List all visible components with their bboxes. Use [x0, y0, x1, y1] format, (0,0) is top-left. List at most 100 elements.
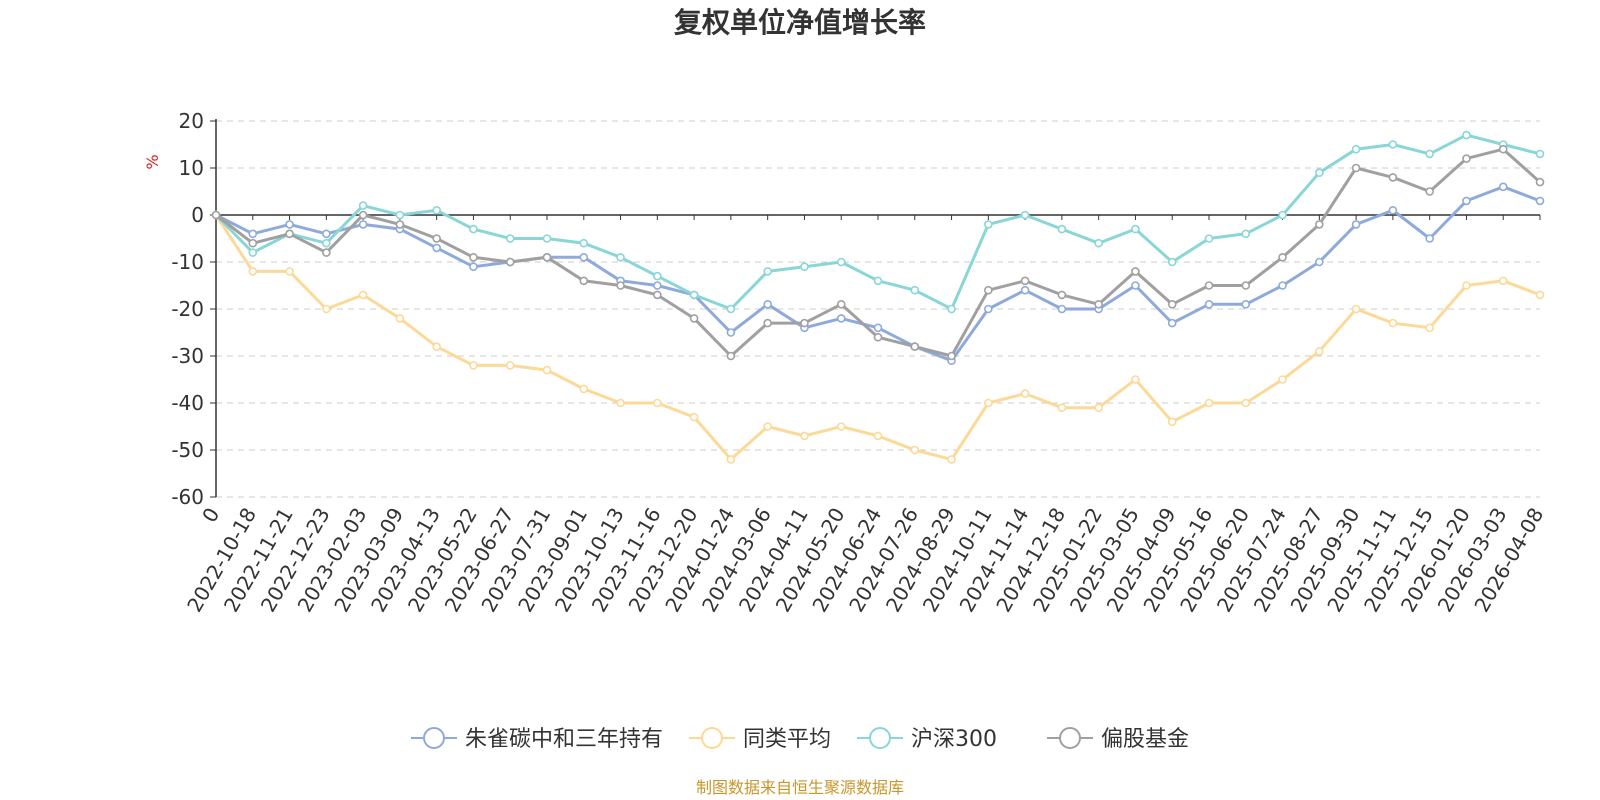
data-point[interactable]: [984, 220, 993, 229]
data-point[interactable]: [395, 220, 405, 229]
data-point[interactable]: [1020, 210, 1030, 220]
data-point[interactable]: [653, 271, 662, 281]
data-point[interactable]: [1131, 281, 1140, 290]
data-point[interactable]: [873, 431, 883, 441]
data-point[interactable]: [395, 210, 405, 220]
data-point[interactable]: [248, 229, 258, 239]
data-point[interactable]: [1425, 323, 1434, 333]
data-point[interactable]: [800, 431, 809, 441]
data-point[interactable]: [947, 455, 956, 464]
data-point[interactable]: [1020, 285, 1030, 295]
data-point[interactable]: [653, 290, 662, 300]
data-point[interactable]: [1057, 224, 1067, 234]
data-point[interactable]: [1498, 182, 1508, 192]
data-point[interactable]: [358, 210, 368, 220]
data-point[interactable]: [1278, 252, 1287, 262]
data-point[interactable]: [1425, 149, 1434, 159]
data-point[interactable]: [1094, 238, 1103, 248]
data-point[interactable]: [248, 238, 258, 248]
data-point[interactable]: [432, 342, 441, 351]
data-point[interactable]: [873, 332, 883, 342]
data-point[interactable]: [579, 276, 589, 286]
data-point[interactable]: [836, 314, 846, 323]
data-point[interactable]: [1131, 375, 1140, 384]
data-point[interactable]: [579, 252, 589, 262]
data-point[interactable]: [1351, 163, 1361, 173]
data-point[interactable]: [1315, 168, 1324, 177]
data-point[interactable]: [1057, 290, 1067, 300]
data-point[interactable]: [1167, 299, 1177, 309]
data-point[interactable]: [1388, 318, 1398, 328]
data-point[interactable]: [726, 455, 736, 464]
data-point[interactable]: [1204, 281, 1214, 290]
data-point[interactable]: [579, 238, 589, 248]
legend[interactable]: 朱雀碳中和三年持有 同类平均 沪深300 偏股基金: [411, 727, 1189, 752]
data-point[interactable]: [1167, 417, 1177, 427]
data-point[interactable]: [616, 398, 625, 408]
data-point[interactable]: [248, 248, 258, 257]
data-point[interactable]: [542, 234, 552, 243]
data-point[interactable]: [836, 257, 846, 267]
data-point[interactable]: [1057, 403, 1067, 413]
data-point[interactable]: [873, 323, 883, 333]
legend-item[interactable]: 朱雀碳中和三年持有: [411, 727, 663, 752]
data-point[interactable]: [1241, 281, 1251, 290]
data-point[interactable]: [1351, 220, 1361, 229]
data-point[interactable]: [1167, 257, 1177, 267]
data-point[interactable]: [322, 304, 331, 314]
data-point[interactable]: [1057, 304, 1067, 314]
data-point[interactable]: [1204, 398, 1214, 408]
data-point[interactable]: [469, 224, 478, 234]
data-point[interactable]: [542, 252, 552, 262]
legend-item[interactable]: 偏股基金: [1047, 727, 1189, 752]
data-point[interactable]: [1278, 281, 1287, 290]
data-point[interactable]: [910, 445, 920, 455]
data-point[interactable]: [1425, 187, 1434, 196]
data-point[interactable]: [1204, 299, 1214, 309]
data-point[interactable]: [1094, 299, 1103, 309]
data-point[interactable]: [1351, 144, 1361, 154]
data-point[interactable]: [1020, 389, 1030, 398]
data-point[interactable]: [910, 342, 920, 351]
data-point[interactable]: [432, 234, 441, 243]
data-point[interactable]: [616, 281, 625, 290]
data-point[interactable]: [689, 314, 699, 323]
data-point[interactable]: [1204, 234, 1214, 243]
data-point[interactable]: [1131, 224, 1140, 234]
data-point[interactable]: [726, 351, 736, 361]
data-point[interactable]: [358, 290, 368, 300]
data-point[interactable]: [322, 248, 331, 257]
data-point[interactable]: [1351, 304, 1361, 314]
data-point[interactable]: [505, 257, 515, 267]
data-point[interactable]: [910, 285, 920, 295]
data-point[interactable]: [763, 299, 772, 309]
data-point[interactable]: [1278, 210, 1287, 220]
data-point[interactable]: [1388, 206, 1398, 215]
data-point[interactable]: [322, 238, 331, 248]
data-point[interactable]: [873, 276, 883, 286]
data-point[interactable]: [248, 267, 258, 276]
data-point[interactable]: [1535, 177, 1545, 187]
data-point[interactable]: [1315, 257, 1324, 267]
data-point[interactable]: [800, 262, 809, 272]
data-point[interactable]: [1425, 234, 1434, 243]
data-point[interactable]: [322, 229, 331, 239]
data-point[interactable]: [763, 318, 772, 328]
data-point[interactable]: [579, 384, 589, 394]
data-point[interactable]: [432, 243, 441, 253]
data-point[interactable]: [984, 285, 993, 295]
data-point[interactable]: [505, 361, 515, 370]
data-point[interactable]: [211, 210, 221, 220]
data-point[interactable]: [395, 314, 405, 323]
data-point[interactable]: [1462, 154, 1471, 163]
data-point[interactable]: [1131, 267, 1140, 276]
data-point[interactable]: [984, 304, 993, 314]
legend-item[interactable]: 沪深300: [857, 727, 997, 752]
data-point[interactable]: [1535, 196, 1545, 206]
data-point[interactable]: [1241, 229, 1251, 239]
data-point[interactable]: [358, 201, 368, 210]
data-point[interactable]: [689, 412, 699, 422]
data-point[interactable]: [469, 361, 478, 370]
data-point[interactable]: [1535, 290, 1545, 300]
data-point[interactable]: [836, 422, 846, 431]
